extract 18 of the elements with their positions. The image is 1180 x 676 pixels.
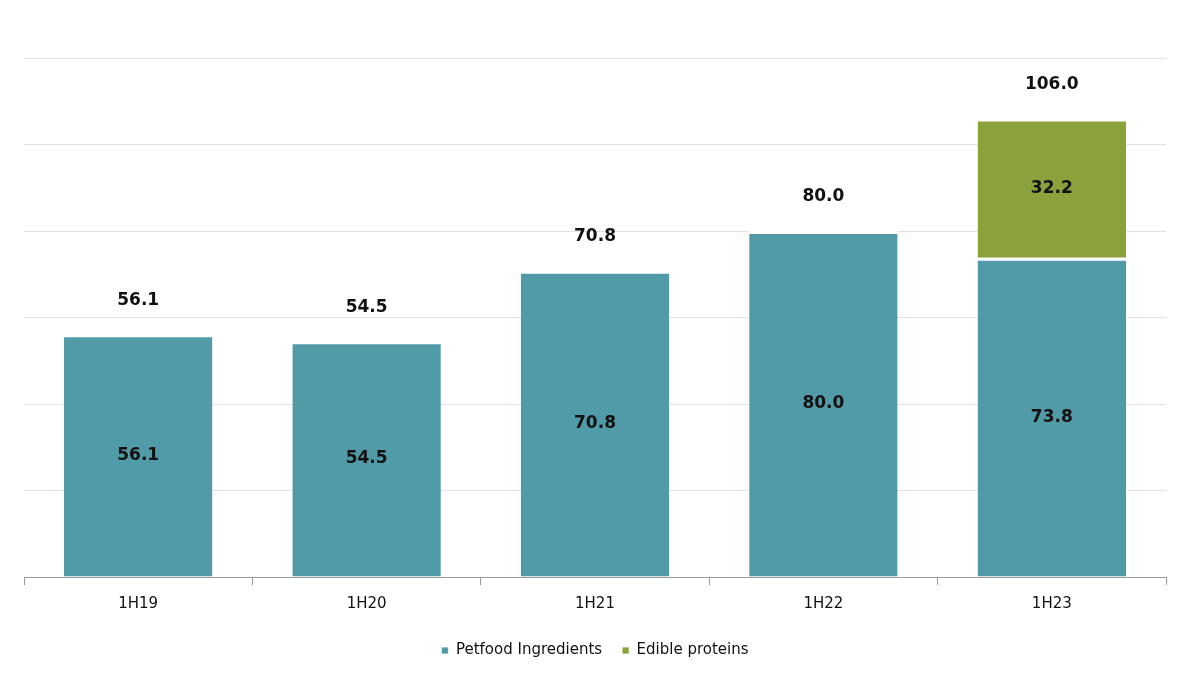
- x-tick-label: 1H22: [803, 593, 844, 612]
- total-label: 80.0: [802, 185, 845, 206]
- data-label: 54.5: [345, 447, 388, 468]
- data-label: 70.8: [574, 412, 616, 433]
- data-label: 32.2: [1030, 176, 1073, 197]
- data-label: 80.0: [802, 392, 845, 413]
- x-tick-label: 1H20: [346, 593, 387, 612]
- total-label: 70.8: [574, 225, 616, 246]
- legend-label: Edible proteins: [636, 640, 749, 659]
- data-label: 56.1: [117, 443, 160, 464]
- legend-label: Petfood Ingredients: [455, 640, 603, 659]
- total-label: 54.5: [345, 295, 388, 316]
- x-tick-label: 1H19: [118, 593, 159, 612]
- x-tick-label: 1H23: [1031, 593, 1072, 612]
- total-label: 56.1: [117, 288, 160, 309]
- total-label: 106.0: [1024, 72, 1079, 93]
- data-label: 73.8: [1030, 405, 1073, 426]
- x-tick-label: 1H21: [575, 593, 615, 612]
